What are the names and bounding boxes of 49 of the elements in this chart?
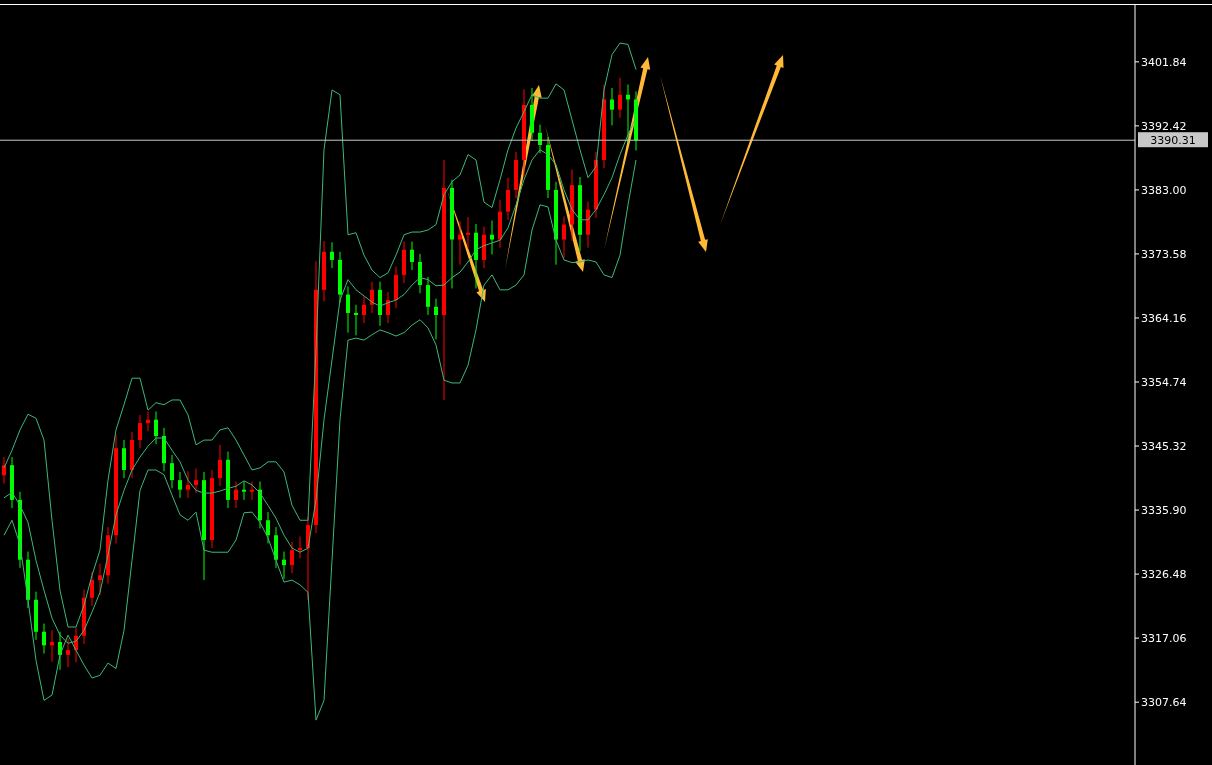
ref-line-label: 3390.31 [1150,134,1196,148]
candlestick [618,77,622,119]
candlestick [242,481,246,501]
candlestick [42,623,46,655]
candlestick [506,177,510,221]
candlestick [170,454,174,489]
line-series [3,42,637,628]
candlestick [410,241,414,271]
candlestick [138,414,142,449]
candlestick [154,411,158,445]
candlestick [362,296,366,324]
candlestick [98,563,102,596]
candlestick [282,551,286,580]
y-tick-label: 3307.64 [1141,696,1187,710]
candlestick [418,253,422,294]
candlestick [194,468,198,494]
y-tick-label: 3335.90 [1141,503,1187,517]
candlestick [330,241,334,269]
y-tick-label: 3383.00 [1141,183,1187,197]
y-tick-label: 3345.32 [1141,439,1187,453]
candlestick [562,215,566,259]
candlestick [490,219,494,255]
candlestick [90,571,94,607]
candlestick [186,470,190,499]
candlestick [250,481,254,501]
candlestick [178,471,182,499]
candlestick [122,439,126,479]
candlestick [426,276,430,316]
candlestick [538,124,542,154]
candlestick [298,536,302,559]
candlestick [386,291,390,324]
y-tick-label: 3354.74 [1141,375,1187,389]
candlestick [346,285,350,334]
y-tick-label: 3326.48 [1141,568,1187,582]
candlestick [66,638,70,668]
y-tick-label: 3317.06 [1141,632,1187,646]
candlestick [290,541,294,574]
candlestick [610,87,614,126]
y-tick-label: 3401.84 [1141,55,1187,69]
candlestick [458,220,462,266]
candlestick [354,304,358,336]
candlestick [266,511,270,544]
y-tick-label: 3392.42 [1141,119,1187,133]
candlestick [466,216,470,249]
candlestick [234,481,238,509]
candlestick [218,444,222,487]
candlestick [434,298,438,340]
y-tick-label: 3373.58 [1141,247,1187,261]
y-tick-label: 3364.16 [1141,311,1187,325]
